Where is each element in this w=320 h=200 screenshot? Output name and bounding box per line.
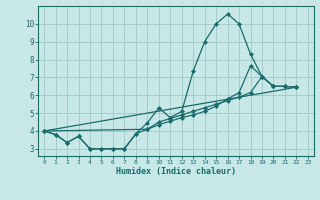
X-axis label: Humidex (Indice chaleur): Humidex (Indice chaleur) <box>116 167 236 176</box>
